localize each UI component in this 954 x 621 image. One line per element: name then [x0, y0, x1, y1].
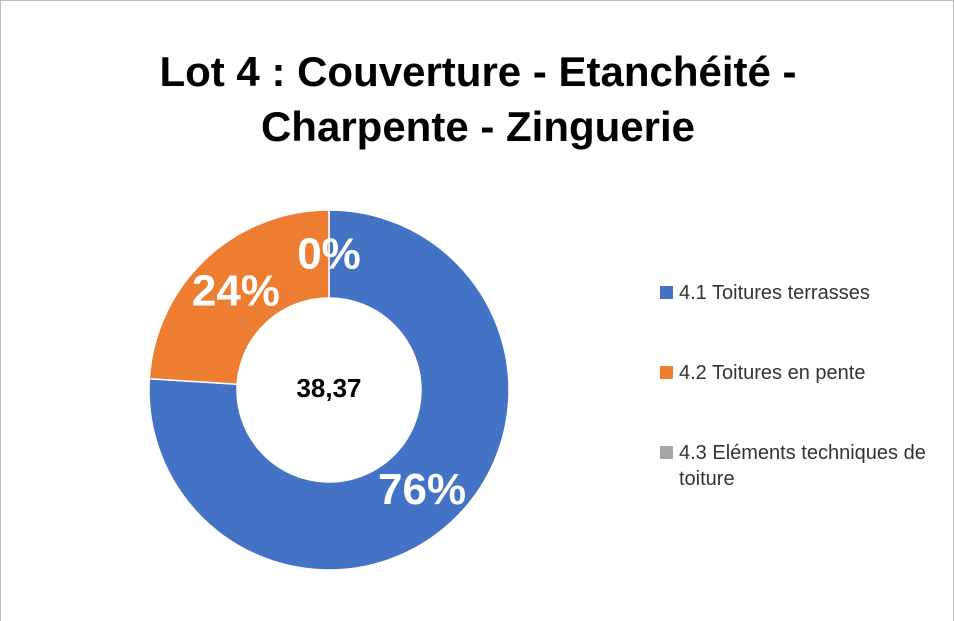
- legend: 4.1 Toitures terrasses 4.2 Toitures en pe…: [660, 280, 940, 520]
- slice-label: 0%: [297, 230, 361, 279]
- legend-item: 4.2 Toitures en pente: [660, 360, 940, 440]
- center-label: 38,37: [296, 373, 361, 403]
- legend-swatch: [660, 286, 673, 299]
- legend-item: 4.1 Toitures terrasses: [660, 280, 940, 360]
- legend-swatch: [660, 366, 673, 379]
- slice-label: 76%: [378, 465, 466, 514]
- legend-label: 4.3 Eléments techniques de toiture: [679, 442, 926, 490]
- legend-label: 4.1 Toitures terrasses: [679, 282, 870, 304]
- legend-item: 4.3 Eléments techniques de toiture: [660, 440, 940, 520]
- legend-label: 4.2 Toitures en pente: [679, 362, 866, 384]
- slice-label: 24%: [192, 266, 280, 315]
- chart-title: Lot 4 : Couverture - Etanchéité -: [159, 48, 796, 95]
- slice: [148, 209, 510, 571]
- chart-title: Charpente - Zinguerie: [261, 103, 695, 150]
- legend-swatch: [660, 446, 673, 459]
- slice: [148, 209, 330, 386]
